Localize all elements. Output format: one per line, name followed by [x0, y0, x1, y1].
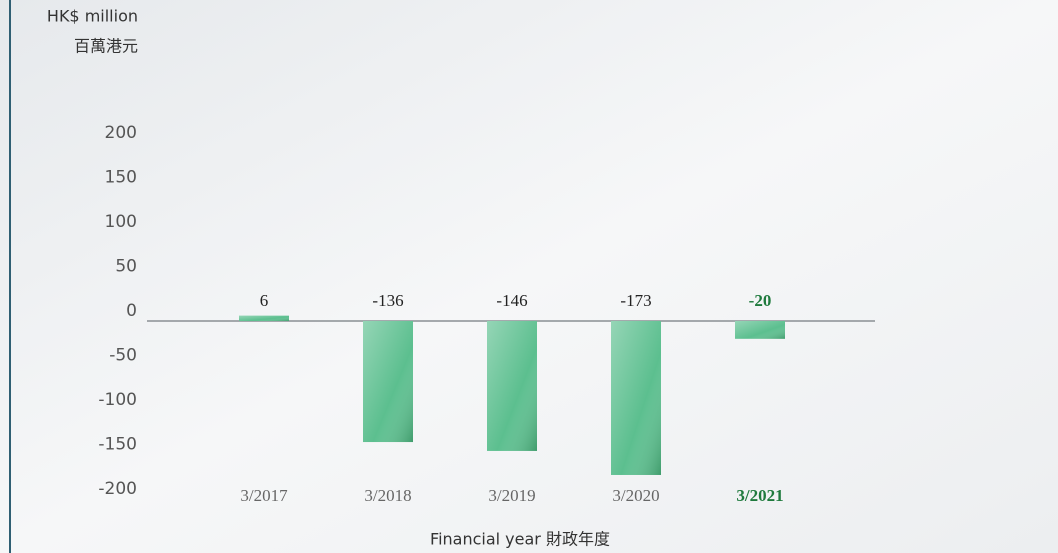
y-tick-label: 150 — [105, 168, 137, 188]
y-tick-label: 200 — [105, 123, 137, 143]
y-tick-label: -100 — [98, 390, 137, 410]
bar-shade — [611, 321, 661, 475]
bar-shade — [487, 321, 537, 451]
background — [0, 0, 1058, 553]
y-tick-label: 50 — [115, 257, 137, 277]
x-axis-title: Financial year 財政年度 — [430, 530, 610, 549]
x-tick-label: 3/2017 — [240, 486, 288, 505]
unit-label-zh: 百萬港元 — [74, 37, 138, 56]
y-tick-label: -150 — [98, 435, 137, 455]
unit-label: HK$ million — [47, 7, 138, 26]
bar-shade — [363, 321, 413, 442]
x-tick-label: 3/2018 — [364, 486, 411, 505]
y-tick-label: 0 — [126, 301, 137, 321]
value-label: -20 — [749, 291, 772, 310]
value-label: 6 — [260, 291, 269, 310]
value-label: -136 — [372, 291, 403, 310]
y-tick-label: -50 — [109, 346, 137, 366]
y-tick-label: 100 — [105, 212, 137, 232]
y-tick-label: -200 — [98, 479, 137, 499]
x-tick-label: 3/2020 — [612, 486, 659, 505]
bar-shade — [239, 316, 289, 321]
chart: HK$ million 百萬港元 Financial year 財政年度 200… — [0, 0, 1058, 553]
x-tick-label: 3/2019 — [488, 486, 535, 505]
bar-shade — [735, 321, 785, 339]
value-label: -146 — [496, 291, 527, 310]
x-tick-label: 3/2021 — [736, 486, 783, 505]
value-label: -173 — [620, 291, 651, 310]
